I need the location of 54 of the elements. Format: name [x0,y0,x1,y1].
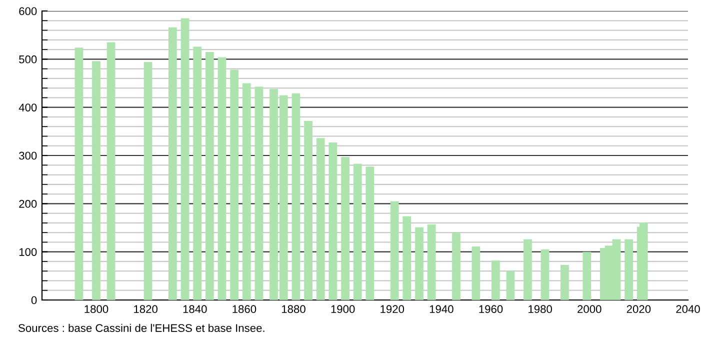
bar [624,239,634,300]
x-tick-label: 1820 [134,305,158,314]
bar [524,239,532,300]
bar [341,156,350,300]
x-tick-label: 1900 [331,305,355,314]
bar [205,52,214,300]
bar [74,48,84,300]
y-tick-label: 200 [19,200,37,208]
y-tick-label: 100 [19,248,37,256]
bar [472,246,480,300]
bar [427,224,436,300]
bar [540,249,550,300]
x-tick-label: 2040 [676,305,700,314]
bar [180,18,190,300]
bar [316,138,325,300]
x-tick-label: 1840 [183,305,207,314]
bar [304,120,312,300]
bar [106,42,116,300]
y-tick-label: 300 [19,152,37,160]
y-tick-label: 600 [19,7,37,16]
bar [402,216,412,300]
x-tick-label: 1860 [232,305,256,314]
bar [366,166,374,300]
bar [582,252,592,300]
bar [415,227,424,300]
y-tick-label: 400 [18,104,37,112]
bar [506,271,515,300]
bar [292,93,300,300]
bar [168,27,177,300]
x-tick-label: 2000 [578,305,602,314]
bar [452,232,460,300]
x-tick-label: 2020 [626,305,651,314]
bar [390,201,399,300]
bar [230,70,239,300]
x-tick-label: 1980 [528,305,552,314]
bar [328,142,338,300]
bar [193,46,202,300]
y-tick-label: 500 [19,55,37,64]
x-tick-label: 1920 [380,305,404,314]
source-note: Sources : base Cassini de l'EHESS et base Insee. [18,324,264,332]
x-tick-label: 1960 [479,305,503,314]
bar [353,164,362,300]
x-tick-label: 1940 [430,305,454,314]
bar [92,61,100,300]
bar [560,264,569,300]
bar [254,86,264,300]
bar [639,222,648,300]
x-tick-label: 1880 [282,305,306,314]
bar [218,57,226,300]
y-tick-label: 0 [31,296,37,304]
bar [242,83,251,300]
bar [491,260,500,300]
bar [144,62,152,300]
x-tick-label: 1800 [84,305,108,314]
